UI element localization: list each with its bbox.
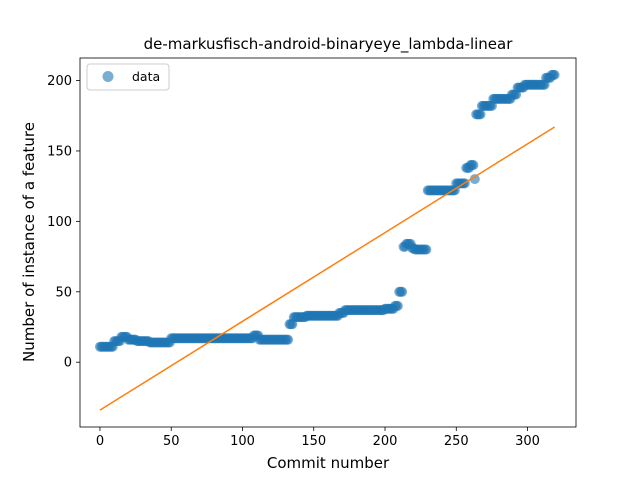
data-point [549,69,560,80]
linear-fit-line [99,126,556,411]
x-axis-label: Commit number [267,454,390,472]
y-axis-label: Number of instance of a feature [20,122,38,362]
data-point [421,244,432,255]
x-tick-label: 300 [515,434,540,449]
plot-marks [94,69,560,352]
data-point [475,109,486,120]
data-point [468,160,479,171]
x-tick-label: 250 [444,434,469,449]
x-tick-label: 0 [96,434,104,449]
x-tick-label: 200 [373,434,398,449]
data-point [397,286,408,297]
x-tick-label: 50 [163,434,180,449]
y-tick-label: 200 [47,74,72,89]
y-tick-label: 0 [64,356,72,371]
fit-layer [99,126,556,411]
plot-frame [79,57,577,428]
data-point [392,300,403,311]
y-tick-label: 50 [55,285,72,300]
y-tick-label: 100 [47,215,72,230]
data-point [469,174,480,185]
y-tick-label: 150 [47,144,72,159]
x-tick-label: 100 [230,434,255,449]
x-axis-ticks: 0 50 100 150 200 250 300 [96,427,540,449]
x-tick-label: 150 [301,434,326,449]
legend-box [86,63,170,91]
legend: data [86,63,170,91]
y-axis-ticks: 0 50 100 150 200 [47,74,80,371]
data-point [283,334,294,345]
chart-title: de-markusfisch-android-binaryeye_lambda-… [144,35,514,54]
legend-label: data [132,69,160,84]
legend-marker [102,71,114,82]
